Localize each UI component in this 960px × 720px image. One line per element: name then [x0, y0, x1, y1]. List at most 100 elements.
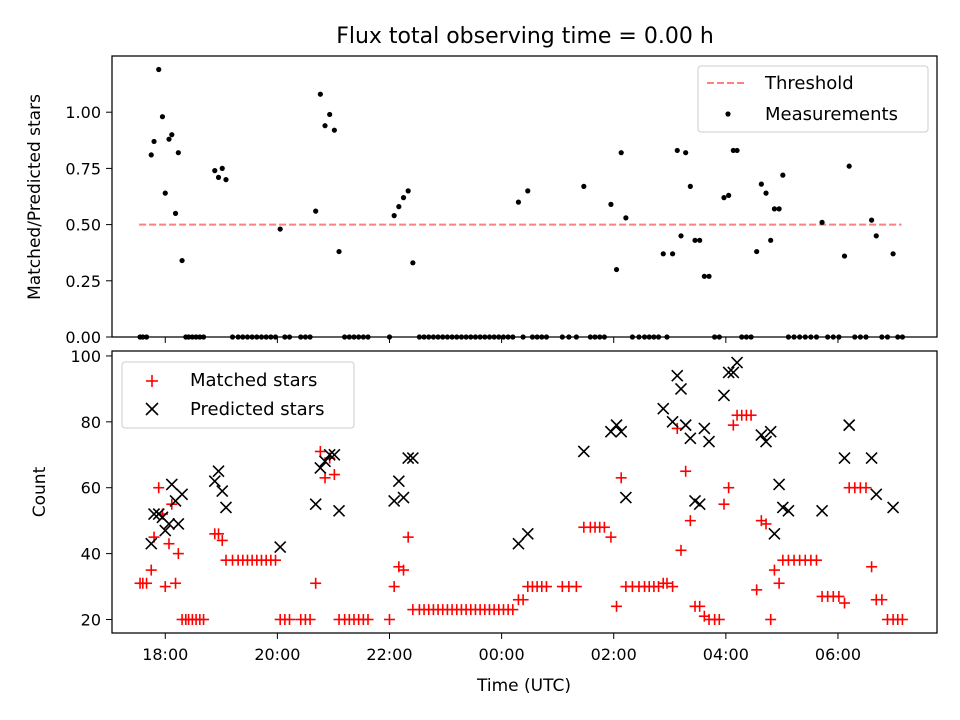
- matched-star-point: [383, 613, 395, 625]
- predicted-star-point-b: [619, 491, 632, 504]
- measurement-point: [472, 334, 479, 340]
- measurement-point: [356, 334, 362, 340]
- measurement-point: [391, 213, 397, 219]
- predicted-star-point-b: [219, 501, 233, 514]
- x-tick-label: 00:00: [479, 645, 525, 664]
- measurement-point: [244, 334, 251, 340]
- predicted-star-point-b: [755, 428, 768, 442]
- measurement-point: [346, 334, 352, 340]
- predicted-star-point-b: [843, 419, 856, 432]
- matched-star-point: [198, 613, 210, 625]
- measurement-point: [482, 334, 488, 340]
- matched-star-point: [667, 581, 679, 593]
- bottom-y-tick-label: 60: [81, 479, 101, 498]
- predicted-star-point: [402, 452, 415, 465]
- top-legend: Threshold Measurements: [697, 65, 929, 133]
- matched-star-point: [362, 613, 374, 625]
- matched-star-point: [284, 613, 296, 625]
- bottom-y-tick-label: 20: [81, 610, 101, 629]
- predicted-star-point: [838, 452, 851, 465]
- matched-star-point: [605, 531, 617, 543]
- measurement-point: [505, 334, 511, 340]
- measurement-point: [510, 334, 516, 340]
- matched-star-point: [540, 581, 552, 593]
- measurement-point: [543, 334, 550, 340]
- predicted-star-point-b: [865, 452, 878, 465]
- measurement-point: [857, 334, 863, 340]
- matched-star-point: [713, 613, 725, 625]
- predicted-star-point: [318, 455, 332, 468]
- predicted-star-point-b: [666, 415, 679, 428]
- predicted-star-point: [521, 527, 534, 540]
- matched-star-point: [723, 482, 735, 494]
- measurement-point: [520, 334, 526, 340]
- bottom-legend: Matched stars Predicted stars: [121, 361, 355, 429]
- predicted-star-point-b: [887, 501, 900, 514]
- predicted-star-point: [693, 498, 706, 511]
- predicted-star-point: [671, 369, 684, 382]
- measurement-point: [336, 248, 342, 255]
- top-y-tick-label: 0.75: [65, 159, 101, 178]
- measurement-point: [819, 219, 825, 225]
- matched-star-point: [310, 577, 322, 589]
- measurement-point: [302, 334, 309, 340]
- predicted-star-point: [666, 415, 679, 428]
- matched-star-point: [213, 528, 225, 540]
- x-tick-label: 02:00: [591, 645, 637, 664]
- predicted-star-point: [274, 540, 287, 554]
- measurement-point: [258, 334, 265, 340]
- matched-star-point: [615, 472, 627, 484]
- predicted-star-point-b: [684, 432, 697, 445]
- measurement-point: [179, 257, 185, 264]
- predicted-star-point: [208, 475, 221, 488]
- measurement-point: [836, 334, 842, 340]
- measurement-point: [360, 334, 366, 340]
- measurement-point: [162, 190, 168, 196]
- predicted-star-point: [159, 524, 172, 537]
- predicted-star-point: [730, 356, 744, 369]
- measurement-point: [748, 334, 754, 340]
- predicted-star-point: [216, 484, 229, 498]
- matched-star-point: [153, 482, 165, 494]
- measurement-point: [566, 334, 572, 340]
- matched-star-point: [304, 613, 316, 625]
- predicted-star-point-b: [722, 366, 735, 379]
- predicted-star-point: [684, 432, 697, 445]
- predicted-star-point: [165, 478, 178, 491]
- measurement-point: [156, 66, 162, 73]
- measurement-point: [235, 334, 241, 340]
- measurement-point: [879, 334, 885, 340]
- predicted-star-point-b: [165, 478, 178, 491]
- predicted-star-point-b: [145, 537, 158, 550]
- measurement-point: [249, 334, 255, 340]
- matched-star-point: [270, 554, 282, 566]
- matched-star-point: [768, 564, 780, 576]
- predicted-star-point: [162, 517, 176, 531]
- predicted-star-point-b: [512, 537, 525, 550]
- legend-threshold-label: Threshold: [764, 73, 854, 94]
- measurement-point: [272, 334, 279, 340]
- measurement-point: [629, 334, 636, 340]
- measurement-point: [223, 177, 229, 183]
- measurement-point: [771, 206, 778, 212]
- measurement-point: [219, 165, 225, 171]
- measurement-point: [825, 334, 831, 340]
- predicted-star-point-b: [406, 452, 419, 465]
- measurement-point: [496, 334, 502, 340]
- measurement-point: [692, 237, 698, 243]
- legend-predicted-swatch: [145, 402, 159, 416]
- measurement-point: [440, 334, 446, 340]
- matched-star-point: [680, 465, 692, 477]
- measurement-point: [618, 150, 624, 156]
- measurement-point: [317, 91, 323, 97]
- predicted-star-point-b: [309, 498, 322, 511]
- predicted-star-point-b: [702, 435, 716, 448]
- predicted-star-point: [698, 422, 711, 435]
- measurement-point: [573, 334, 579, 340]
- measurement-point: [331, 127, 337, 133]
- x-tick-label: 20:00: [254, 645, 300, 664]
- measurement-point: [758, 181, 764, 187]
- measurement-point: [140, 334, 146, 340]
- matched-star-point: [745, 409, 757, 421]
- measurement-point: [683, 150, 689, 156]
